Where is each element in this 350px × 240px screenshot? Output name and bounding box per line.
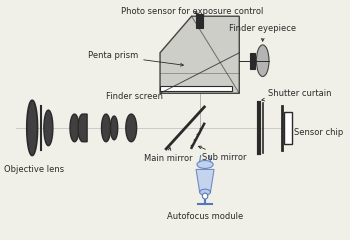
Polygon shape [126, 114, 136, 142]
Ellipse shape [257, 45, 269, 77]
Text: Finder eyepiece: Finder eyepiece [229, 24, 296, 41]
Text: Autofocus module: Autofocus module [167, 212, 243, 221]
Text: Objective lens: Objective lens [4, 165, 64, 174]
Ellipse shape [199, 189, 210, 195]
Circle shape [202, 193, 208, 199]
Text: Photo sensor for exposure control: Photo sensor for exposure control [121, 7, 264, 16]
Polygon shape [102, 114, 111, 142]
Polygon shape [44, 110, 53, 146]
Text: Shutter curtain: Shutter curtain [262, 89, 331, 101]
Text: Finder screen: Finder screen [106, 89, 183, 101]
Polygon shape [196, 169, 214, 192]
Polygon shape [27, 100, 37, 156]
Polygon shape [70, 114, 79, 142]
Polygon shape [160, 16, 239, 93]
Text: Sensor chip: Sensor chip [288, 128, 343, 137]
Bar [284, 112, 292, 144]
Bar [160, 86, 232, 91]
Polygon shape [111, 116, 118, 140]
Bar [196, 14, 203, 28]
Polygon shape [78, 114, 87, 142]
Text: Main mirror: Main mirror [144, 148, 192, 163]
Bar [250, 53, 256, 69]
Ellipse shape [197, 161, 213, 168]
Text: Penta prism: Penta prism [88, 51, 183, 66]
Text: Sub mirror: Sub mirror [198, 146, 247, 162]
